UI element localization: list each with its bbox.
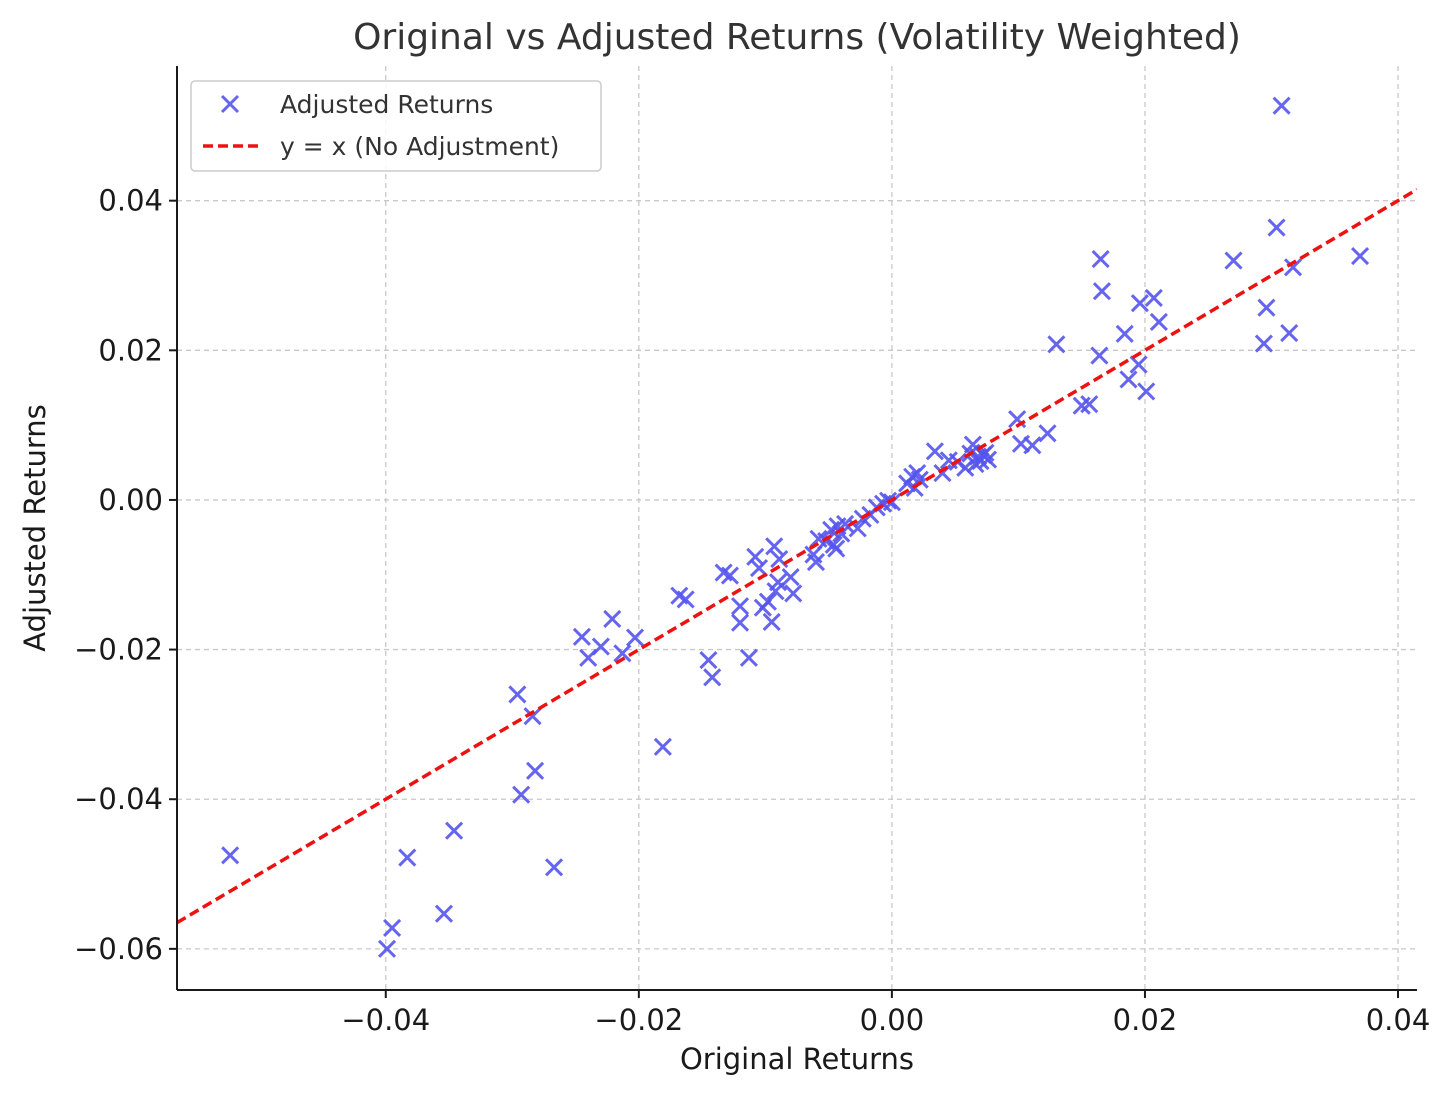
- data-point: [933, 463, 952, 483]
- data-point: [383, 918, 402, 937]
- data-point: [653, 737, 672, 756]
- data-point: [979, 450, 998, 469]
- data-point: [445, 821, 464, 840]
- data-point: [1257, 298, 1276, 317]
- data-point: [731, 613, 750, 632]
- data-point: [806, 552, 826, 572]
- data-point: [1119, 370, 1138, 389]
- data-point: [221, 846, 240, 865]
- data-point: [827, 539, 846, 558]
- data-point: [1047, 335, 1066, 354]
- y-tick-label: 0.04: [98, 184, 163, 218]
- data-point: [1149, 312, 1168, 331]
- data-point: [720, 566, 739, 585]
- x-axis-ticks: −0.04 −0.02 0.00 0.02 0.04: [341, 990, 1430, 1037]
- data-point: [398, 848, 417, 867]
- data-point: [625, 628, 645, 647]
- legend-label-adjusted-returns: Adjusted Returns: [280, 90, 493, 119]
- chart-title: Original vs Adjusted Returns (Volatility…: [353, 17, 1241, 58]
- data-point: [1090, 346, 1109, 365]
- legend: Adjusted Returns y = x (No Adjustment): [190, 80, 602, 172]
- data-point: [925, 442, 944, 461]
- data-point: [832, 524, 851, 543]
- legend-x-marker: [220, 94, 240, 114]
- data-point: [1080, 395, 1099, 414]
- x-tick-label: 0.00: [860, 1003, 925, 1037]
- data-point: [1351, 246, 1370, 266]
- y-tick-label: −0.06: [74, 932, 163, 966]
- x-tick-label: −0.04: [341, 1003, 430, 1037]
- data-point: [1254, 334, 1273, 353]
- y-tick-label: −0.04: [74, 782, 163, 816]
- data-point: [746, 547, 765, 566]
- x-axis-label: Original Returns: [680, 1042, 914, 1076]
- reference-line-path: [177, 187, 1417, 925]
- data-point: [762, 612, 781, 631]
- data-point: [1023, 436, 1042, 455]
- reference-line: [177, 187, 1417, 925]
- x-tick-label: 0.02: [1113, 1003, 1178, 1037]
- data-point: [781, 567, 800, 587]
- data-point: [1092, 282, 1111, 301]
- data-point: [508, 685, 527, 704]
- data-point: [1091, 249, 1110, 269]
- data-point: [739, 648, 758, 667]
- data-point: [613, 644, 632, 663]
- data-point: [1038, 424, 1057, 443]
- data-point: [591, 637, 610, 656]
- data-point: [1272, 96, 1291, 115]
- scatter-points: [221, 96, 1370, 958]
- legend-label-reference-line: y = x (No Adjustment): [280, 132, 559, 161]
- data-point: [765, 537, 784, 556]
- y-tick-label: −0.02: [74, 633, 163, 667]
- data-point: [703, 668, 722, 687]
- data-point: [1280, 324, 1299, 343]
- data-point: [512, 785, 531, 804]
- y-axis-label: Adjusted Returns: [18, 404, 52, 651]
- data-point: [603, 609, 622, 628]
- data-point: [1130, 294, 1149, 313]
- data-point: [882, 493, 901, 512]
- data-point: [526, 761, 545, 780]
- data-point: [377, 939, 397, 958]
- x-tick-label: −0.02: [594, 1003, 683, 1037]
- y-tick-label: 0.00: [98, 483, 163, 517]
- data-point: [758, 592, 777, 611]
- data-point: [1137, 382, 1156, 401]
- data-point: [1283, 258, 1303, 277]
- data-point: [545, 858, 564, 877]
- data-point: [434, 904, 454, 923]
- data-point: [1115, 324, 1134, 343]
- grid-lines: [177, 66, 1417, 990]
- data-point: [731, 597, 750, 616]
- data-point: [699, 650, 718, 670]
- data-point: [1144, 288, 1163, 307]
- data-point: [676, 590, 695, 609]
- y-tick-label: 0.02: [98, 333, 163, 367]
- data-point: [1267, 218, 1286, 237]
- x-tick-label: 0.04: [1366, 1003, 1431, 1037]
- data-point: [572, 627, 591, 646]
- data-point: [1129, 355, 1148, 374]
- data-point: [1224, 251, 1243, 270]
- y-axis-ticks: −0.06 −0.04 −0.02 0.00 0.02 0.04: [74, 184, 177, 966]
- data-point: [784, 584, 803, 603]
- legend-box: [190, 80, 602, 172]
- data-point: [768, 573, 788, 592]
- legend-marker-adjusted-returns: [220, 94, 240, 114]
- data-point: [523, 707, 542, 726]
